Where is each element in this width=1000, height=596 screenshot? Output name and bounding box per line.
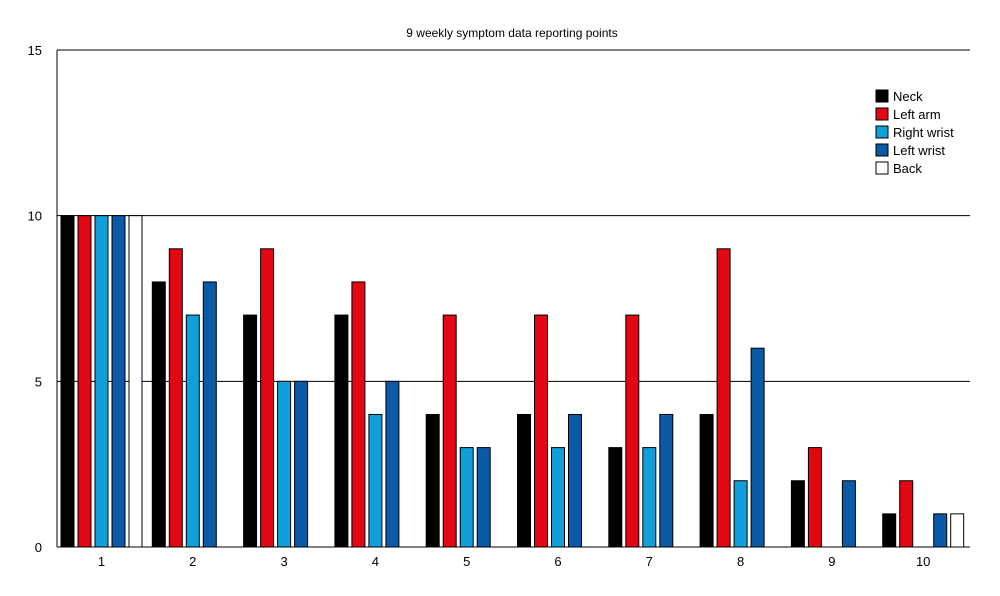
legend-swatch bbox=[875, 161, 889, 175]
bar bbox=[425, 413, 440, 548]
bar bbox=[459, 447, 474, 548]
bar bbox=[476, 447, 491, 548]
bar bbox=[260, 248, 275, 548]
bar bbox=[111, 215, 126, 548]
x-tick-label: 10 bbox=[916, 554, 930, 569]
chart-title: 9 weekly symptom data reporting points bbox=[406, 26, 617, 40]
bar bbox=[294, 380, 309, 548]
bar bbox=[517, 413, 531, 548]
bar bbox=[699, 413, 714, 548]
bar bbox=[128, 215, 143, 548]
x-tick-label: 6 bbox=[554, 554, 561, 569]
y-tick-label: 10 bbox=[28, 209, 42, 224]
bar bbox=[534, 314, 548, 548]
legend-swatch bbox=[875, 89, 889, 103]
legend-label: Left wrist bbox=[893, 143, 945, 158]
x-tick-label: 2 bbox=[189, 554, 196, 569]
bar bbox=[950, 513, 965, 548]
x-tick-label: 4 bbox=[372, 554, 379, 569]
bar bbox=[151, 281, 166, 548]
legend: Neck Left arm Right wrist Left wrist Back bbox=[875, 89, 954, 176]
x-tick-label: 9 bbox=[828, 554, 835, 569]
bar bbox=[60, 215, 75, 548]
bar bbox=[882, 513, 897, 548]
legend-label: Back bbox=[893, 161, 922, 176]
bar bbox=[733, 480, 748, 548]
x-tick-label: 8 bbox=[737, 554, 744, 569]
legend-swatch bbox=[875, 143, 889, 157]
bars bbox=[60, 215, 965, 548]
bar bbox=[807, 447, 822, 548]
legend-swatch bbox=[875, 125, 889, 139]
bar bbox=[334, 314, 349, 548]
y-axis: 0 5 10 15 bbox=[28, 43, 58, 555]
bar bbox=[608, 447, 623, 548]
bar bbox=[750, 347, 765, 548]
bar bbox=[243, 314, 258, 548]
bar bbox=[716, 248, 731, 548]
bar bbox=[841, 480, 856, 548]
bar bbox=[659, 413, 674, 548]
legend-label: Right wrist bbox=[893, 125, 954, 140]
x-tick-label: 5 bbox=[463, 554, 470, 569]
bar bbox=[442, 314, 457, 548]
legend-swatch bbox=[875, 107, 889, 121]
bar bbox=[368, 413, 383, 548]
bar bbox=[202, 281, 217, 548]
bar bbox=[790, 480, 805, 548]
bar bbox=[899, 480, 914, 548]
x-tick-label: 7 bbox=[646, 554, 653, 569]
bar bbox=[642, 447, 657, 548]
bar bbox=[568, 413, 582, 548]
bar bbox=[933, 513, 948, 548]
legend-label: Left arm bbox=[893, 107, 941, 122]
y-tick-label: 0 bbox=[35, 540, 42, 555]
legend-label: Neck bbox=[893, 89, 923, 104]
bar bbox=[351, 281, 366, 548]
x-tick-label: 3 bbox=[280, 554, 287, 569]
bar bbox=[77, 215, 92, 548]
y-tick-label: 5 bbox=[35, 374, 42, 389]
bar bbox=[277, 380, 292, 548]
bar bbox=[625, 314, 640, 548]
bar bbox=[385, 380, 400, 548]
bar bbox=[185, 314, 200, 548]
x-tick-label: 1 bbox=[98, 554, 105, 569]
x-axis: 1 2 3 4 5 6 7 8 9 10 bbox=[98, 554, 931, 569]
bar bbox=[94, 215, 109, 548]
bar bbox=[168, 248, 183, 548]
y-tick-label: 15 bbox=[28, 43, 42, 58]
bar bbox=[551, 447, 565, 548]
